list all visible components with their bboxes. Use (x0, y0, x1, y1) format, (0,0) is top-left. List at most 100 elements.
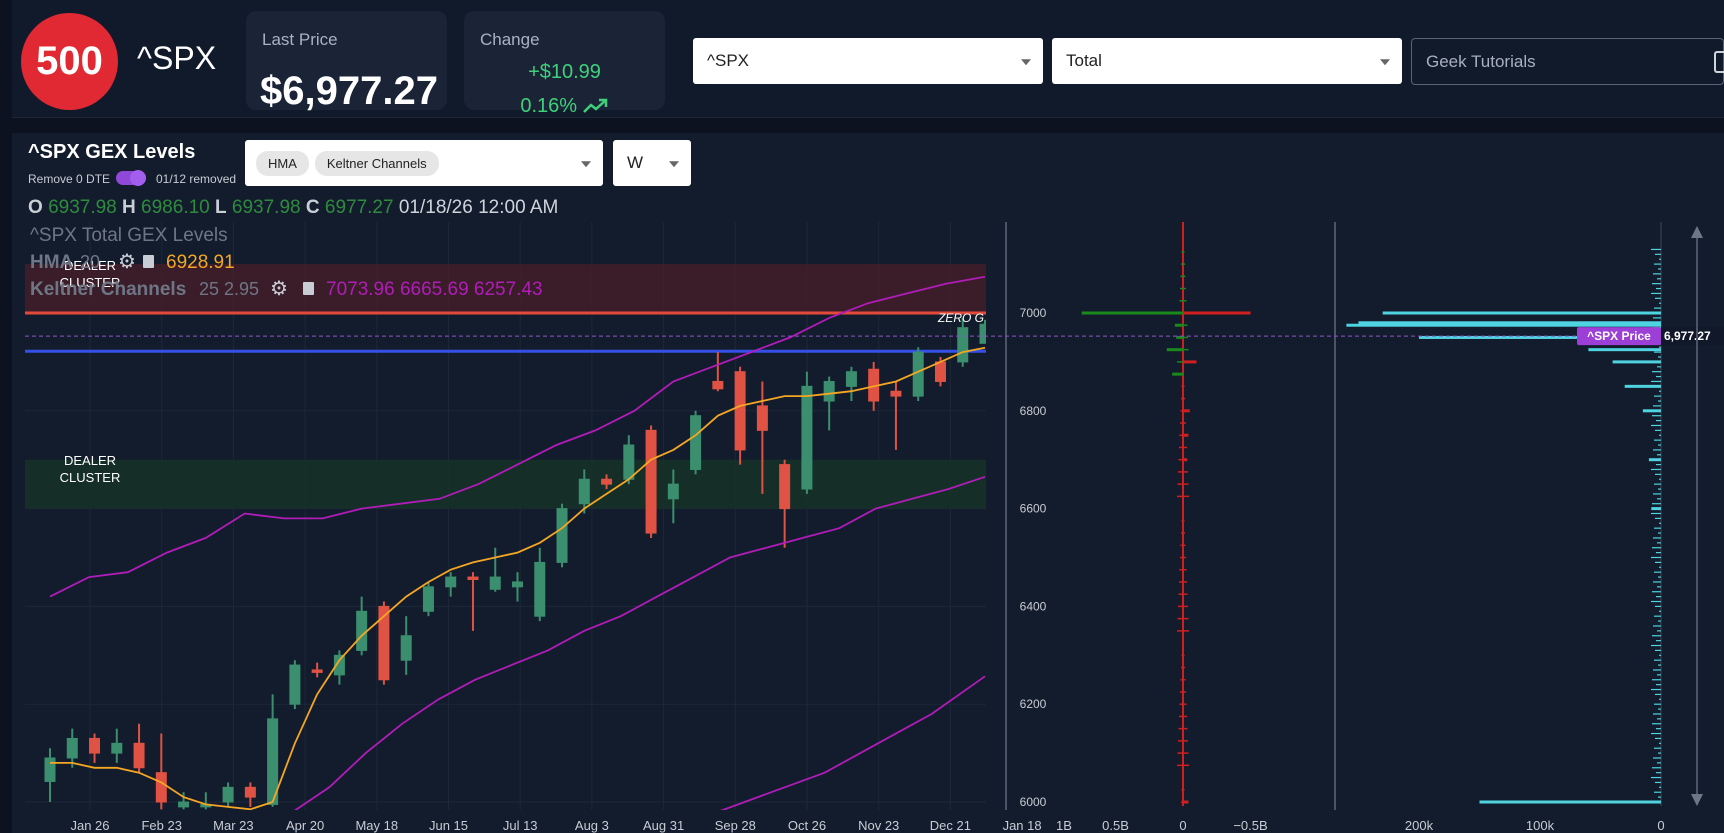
candle-body (734, 371, 746, 451)
trash-icon (303, 282, 314, 295)
candle-body (512, 581, 523, 588)
gex-bar (1183, 433, 1189, 437)
keltner-legend-params: 25 2.95 (199, 279, 259, 299)
gex-bar (1183, 360, 1197, 364)
y-tick-label: 6400 (1020, 599, 1047, 613)
x-tick-label: Mar 23 (213, 818, 253, 833)
dealer-cluster-label: DEALER (64, 453, 116, 468)
dealer-cluster-zone (25, 264, 986, 313)
volume-bar (1612, 360, 1661, 364)
keltner-lower-line (720, 675, 986, 810)
price-tag-label: ^SPX Price (1587, 329, 1651, 343)
candle-body (222, 786, 234, 803)
candle-body (979, 323, 986, 344)
gex-x-tick-label: −0.5B (1233, 818, 1267, 833)
candle-body (823, 380, 835, 402)
gex-type-select[interactable]: Total (1052, 38, 1402, 84)
change-label: Change (480, 30, 540, 49)
y-tick-label: 7000 (1020, 306, 1047, 320)
gex-bar (1174, 323, 1183, 327)
x-tick-label: Oct 26 (788, 818, 826, 833)
panel-title: ^SPX GEX Levels (28, 141, 196, 163)
dealer-cluster-label: DEALER (64, 258, 116, 273)
x-tick-label: Feb 23 (141, 818, 181, 833)
scroll-up-arrow-icon (1691, 226, 1703, 238)
change-absolute: +$10.99 (528, 61, 601, 83)
keltner-legend-row: Keltner Channels 25 2.95 ⚙ 7073.96 6665.69 … (30, 278, 543, 300)
candle-body (311, 669, 323, 673)
open-value: 6937.98 (48, 197, 117, 218)
x-tick-label: Jun 15 (429, 818, 468, 833)
candle-body (957, 327, 969, 363)
x-tick-label: Jul 13 (503, 818, 538, 833)
keltner-legend-values: 7073.96 6665.69 6257.43 (326, 279, 543, 300)
candle-body (89, 737, 101, 754)
symbol-select[interactable]: ^SPX (693, 38, 1043, 84)
gex-bar (1183, 458, 1188, 462)
gex-bar (1183, 800, 1189, 804)
x-tick-label: Dec 21 (930, 818, 971, 833)
keltner-legend-label: Keltner Channels (30, 279, 186, 300)
volume-x-tick-label: 200k (1405, 818, 1434, 833)
volume-x-tick-label: 100k (1526, 818, 1555, 833)
candle-body (400, 635, 412, 661)
candle-body (534, 561, 546, 617)
gex-x-tick-label: 0 (1179, 818, 1186, 833)
hma-line (50, 346, 986, 810)
y-tick-label: 6000 (1020, 795, 1047, 809)
dealer-cluster-zone (25, 459, 986, 509)
tutorials-label: Geek Tutorials (1426, 52, 1536, 71)
ohlc-readout: O 6937.98 H 6986.10 L 6937.98 C 6977.27 … (28, 197, 558, 219)
trend-up-icon (582, 98, 607, 113)
removed-count: 01/12 removed (156, 172, 237, 186)
candle-body (779, 464, 791, 510)
x-tick-label: Aug 31 (643, 818, 684, 833)
candle-body (378, 605, 390, 681)
volume-bar (1419, 335, 1661, 339)
candle-body (111, 742, 123, 754)
volume-bar (1346, 323, 1661, 327)
bar-datetime: 01/18/26 12:00 AM (398, 197, 559, 218)
indicator-chip-keltner[interactable]: Keltner Channels (314, 151, 439, 176)
tutorials-input[interactable]: Geek Tutorials (1411, 38, 1724, 85)
dealer-cluster-label: CLUSTER (60, 470, 121, 485)
chevron-down-icon (1021, 59, 1031, 66)
price-tag-bg (1577, 327, 1661, 346)
close-label: C (305, 197, 320, 218)
gex-bar (1176, 335, 1183, 339)
candle-body (133, 742, 145, 769)
indicator-chip-hma[interactable]: HMA (256, 151, 309, 176)
high-label: H (122, 197, 136, 218)
indicator-select[interactable]: HMA Keltner Channels (245, 140, 603, 186)
change-percent: 0.16% (520, 95, 578, 117)
hma-legend-row: HMA 20 ⚙ 6928.91 (30, 251, 235, 273)
candle-body (155, 772, 167, 803)
external-link-icon[interactable] (1714, 51, 1724, 73)
remove-0dte-label: Remove 0 DTE (28, 172, 111, 186)
settings-gear-icon: ⚙ (270, 278, 288, 300)
last-price-label: Last Price (262, 30, 338, 49)
candle-body (801, 385, 813, 490)
symbol-title: ^SPX (137, 40, 217, 76)
index-badge: 500 (21, 13, 118, 110)
dealer-cluster-label: CLUSTER (60, 275, 121, 290)
gex-bar (1183, 311, 1251, 315)
hma-legend-value: 6928.91 (166, 252, 235, 273)
keltner-middle-line (293, 475, 986, 810)
volume-bar (1358, 321, 1661, 325)
x-tick-label: Jan 26 (70, 818, 109, 833)
x-tick-label: Apr 20 (286, 818, 324, 833)
candle-body (667, 483, 679, 500)
low-label: L (215, 197, 227, 218)
price-plot: DEALER CLUSTER DEALER CLUSTER ZERO G (25, 222, 986, 810)
candle-body (756, 405, 768, 431)
interval-select[interactable]: W (613, 140, 691, 186)
chart-legend-title: ^SPX Total GEX Levels (30, 225, 228, 246)
volume-bar (1479, 800, 1661, 804)
candle-body (489, 576, 501, 590)
high-value: 6986.10 (141, 197, 210, 218)
gex-bar (1166, 348, 1183, 352)
remove-0dte-toggle[interactable] (116, 170, 146, 186)
toggle-knob[interactable] (130, 170, 146, 186)
